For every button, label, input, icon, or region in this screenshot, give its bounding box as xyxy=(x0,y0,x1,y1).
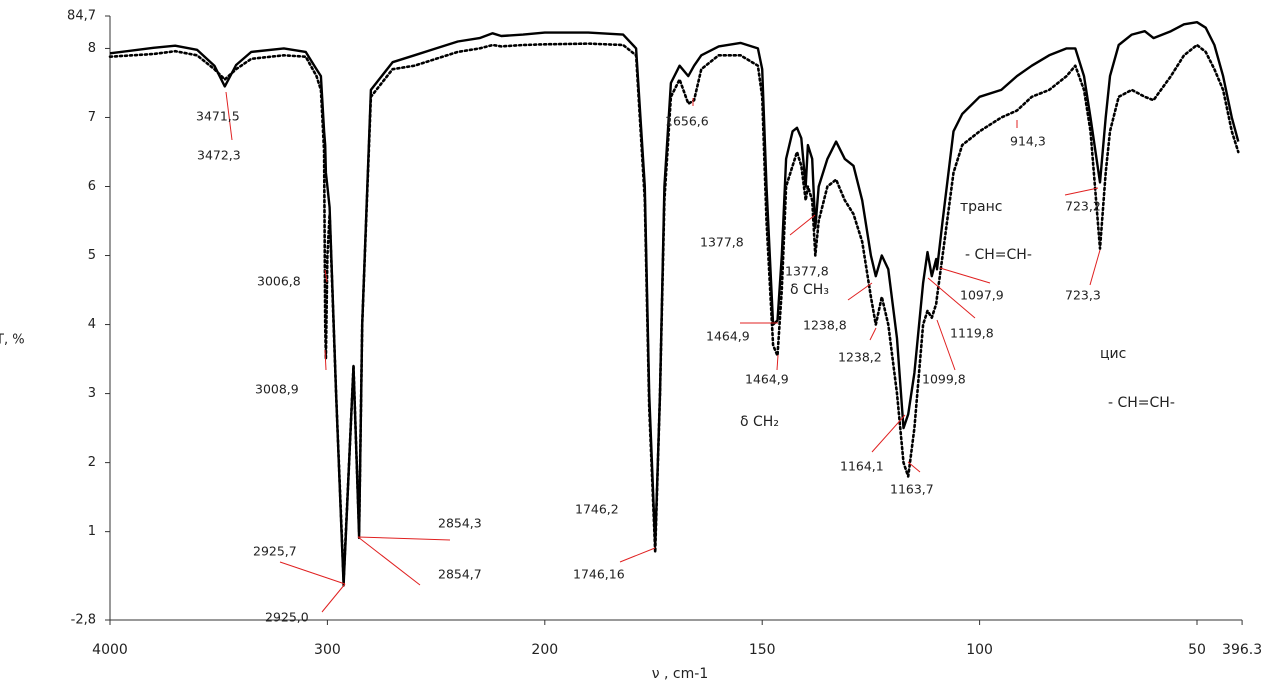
annotation: 1163,7 xyxy=(890,482,934,497)
leader-line xyxy=(776,354,779,371)
x-tick-label: 50 xyxy=(1188,642,1206,658)
y-tick-label: -2,8 xyxy=(71,613,96,628)
annotation: 2854,7 xyxy=(438,567,482,582)
leader-line xyxy=(936,319,956,371)
annotation: 2925,0 xyxy=(265,610,309,625)
leader-line xyxy=(357,536,421,586)
leader-line xyxy=(871,414,906,453)
annotation: 1238,8 xyxy=(803,318,847,333)
annotation: 723,2 xyxy=(1065,199,1101,214)
y-tick-label: 84,7 xyxy=(67,9,96,24)
leader-line xyxy=(847,282,873,301)
annotation: 1238,2 xyxy=(838,350,882,365)
x-tick-label: 150 xyxy=(749,642,776,658)
y-tick-label: 6 xyxy=(88,179,96,194)
leader-line xyxy=(907,461,921,473)
annotation: δ CH₃ xyxy=(790,282,829,298)
annotation: транс xyxy=(960,199,1002,215)
annotation: 1164,1 xyxy=(840,459,884,474)
annotation: 1099,8 xyxy=(922,372,966,387)
x-tick-label: 200 xyxy=(531,642,558,658)
annotation: 3472,3 xyxy=(197,148,241,163)
annotation: δ CH₂ xyxy=(740,414,779,430)
x-tick-label: 396.3 xyxy=(1222,642,1262,658)
annotation: 3471,5 xyxy=(196,109,240,124)
y-tick-label: 2 xyxy=(88,455,96,470)
annotation: 1377,8 xyxy=(785,264,829,279)
annotation: 914,3 xyxy=(1010,134,1046,149)
y-tick-label: 7 xyxy=(88,110,96,125)
annotation: - CH=CH- xyxy=(965,247,1032,263)
annotation: 1464,9 xyxy=(745,372,789,387)
x-tick-label: 100 xyxy=(966,642,993,658)
annotation: 1746,2 xyxy=(575,502,619,517)
annotation: 2854,3 xyxy=(438,516,482,531)
annotation: - CH=CH- xyxy=(1108,395,1175,411)
annotation: 3006,8 xyxy=(257,274,301,289)
y-tick-label: 4 xyxy=(88,317,96,332)
annotation: 723,3 xyxy=(1065,288,1101,303)
leader-line xyxy=(324,349,327,371)
annotation: 1119,8 xyxy=(950,326,994,341)
leader-line xyxy=(619,547,656,563)
x-tick-label: 300 xyxy=(314,642,341,658)
y-tick-label: 1 xyxy=(88,524,96,539)
leader-line xyxy=(225,91,233,141)
y-tick-label: 3 xyxy=(88,386,96,401)
leader-line xyxy=(1089,249,1101,286)
x-tick-label: 4000 xyxy=(92,642,128,658)
annotation: 3008,9 xyxy=(255,382,299,397)
y-tick-label: 5 xyxy=(88,248,96,263)
annotation: цис xyxy=(1100,346,1126,362)
leader-line xyxy=(324,269,328,283)
leader-line xyxy=(939,267,991,284)
leader-line xyxy=(321,583,346,613)
y-axis-label: T, % xyxy=(0,333,25,348)
leader-line xyxy=(869,327,877,341)
annotation: 1377,8 xyxy=(700,235,744,250)
x-axis-label: ν , cm-1 xyxy=(652,666,708,682)
leader-line xyxy=(927,277,976,319)
leader-line xyxy=(789,214,816,236)
leader-line xyxy=(279,561,346,585)
leader-line xyxy=(357,536,451,541)
leader-line xyxy=(1064,187,1099,196)
annotation: 1656,6 xyxy=(665,114,709,129)
annotation: 1097,9 xyxy=(960,288,1004,303)
annotation: 2925,7 xyxy=(253,544,297,559)
dotted-spectrum xyxy=(108,42,1240,582)
solid-spectrum xyxy=(109,21,1240,587)
annotation: 1464,9 xyxy=(706,329,750,344)
y-tick-label: 8 xyxy=(88,41,96,56)
annotation: 1746,16 xyxy=(573,567,625,582)
